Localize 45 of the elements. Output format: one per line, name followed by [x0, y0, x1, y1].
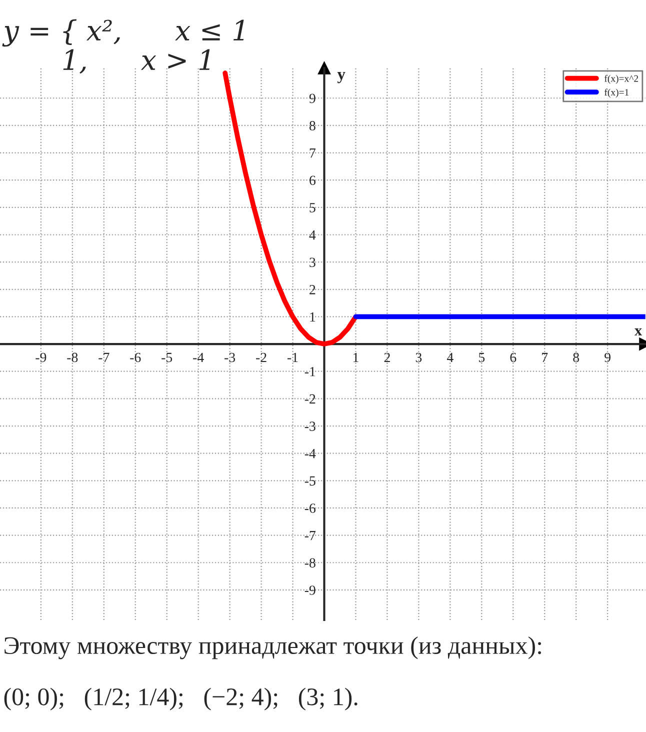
x-tick-label: -8: [67, 352, 78, 362]
y-tick-label: 9: [309, 94, 316, 104]
legend-label: f(x)=x^2: [604, 74, 638, 84]
x-tick-label: 1: [353, 352, 358, 362]
x-axis-title: x: [634, 328, 642, 336]
y-tick-label: 8: [310, 121, 316, 130]
y-tick-label: 2: [310, 285, 316, 294]
x-tick-label: -5: [162, 352, 172, 362]
legend-label: f(x)=1: [604, 88, 629, 98]
x-tick-label: 4: [446, 352, 454, 362]
y-tick-label: 7: [310, 148, 316, 158]
x-tick-label: -9: [36, 352, 46, 362]
y-tick-label: -2: [304, 394, 316, 404]
y-tick-label: -6: [304, 504, 316, 513]
x-tick-label: -3: [224, 352, 236, 362]
x-tick-label: -7: [98, 352, 110, 362]
text: (0; 0); (1/2; 1/4); (−2; 4); (3; 1).: [4, 688, 358, 710]
y-tick-label: -9: [304, 586, 316, 595]
x-tick-label: -6: [130, 352, 141, 362]
y-tick-label: 5: [310, 203, 316, 212]
text: Этому множеству принадлежат точки (из данных):: [4, 636, 542, 660]
y-tick-label: -3: [304, 422, 316, 431]
x-tick-label: -4: [193, 352, 204, 362]
x-tick-label: 7: [542, 352, 548, 362]
y-tick-label: -1: [304, 367, 316, 376]
x-tick-label: 8: [573, 352, 580, 362]
x-tick-label: 9: [604, 352, 610, 362]
x-tick-label: -1: [288, 352, 298, 362]
x-tick-label: 6: [510, 352, 516, 362]
y-tick-label: 6: [310, 176, 316, 186]
y-axis-title: y: [337, 72, 346, 84]
x-tick-label: -2: [256, 352, 266, 362]
y-tick-label: 1: [310, 312, 316, 322]
y-tick-label: 3: [310, 258, 316, 268]
y-tick-label: 4: [309, 230, 316, 240]
line-series: [222, 70, 358, 346]
y-tick-label: -7: [304, 531, 316, 540]
x-tick-label: 2: [384, 352, 390, 362]
x-tick-label: 5: [478, 352, 485, 362]
y-tick-label: -5: [304, 476, 316, 486]
x-tick-label: 3: [416, 352, 422, 362]
chart-subtitle: 1, x > 1: [63, 49, 210, 74]
y-tick-label: -4: [304, 449, 316, 458]
y-tick-label: -8: [304, 558, 316, 568]
chart-title: y = { x², x ≤ 1: [2, 19, 244, 47]
